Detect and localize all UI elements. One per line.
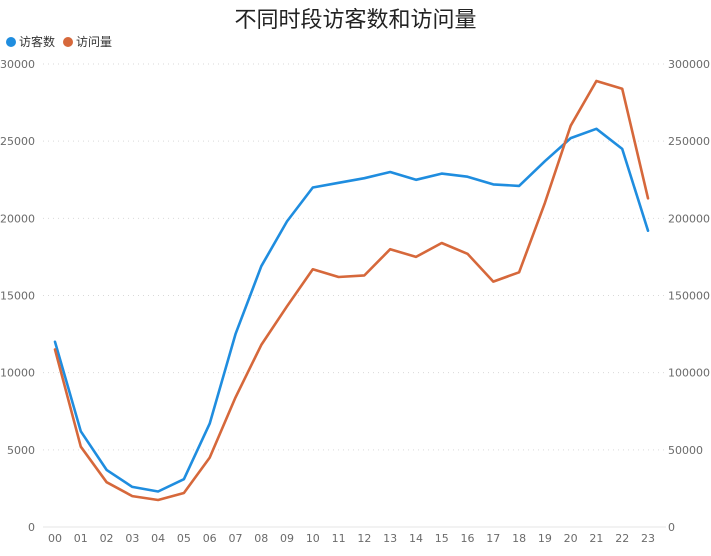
chart-title: 不同时段访客数和访问量 <box>234 8 477 33</box>
x-tick-label: 23 <box>641 532 655 545</box>
x-tick-label: 08 <box>254 532 268 545</box>
y-left-tick-label: 20000 <box>0 212 35 225</box>
series-line-visitors[interactable] <box>53 127 650 493</box>
y-left-tick-label: 15000 <box>0 290 35 303</box>
y-right-tick-label: 300000 <box>668 58 710 71</box>
y-right-tick-label: 100000 <box>668 367 710 380</box>
y-left-tick-label: 5000 <box>7 444 35 457</box>
x-tick-label: 04 <box>151 532 165 545</box>
y-left-tick-label: 30000 <box>0 58 35 71</box>
y-right-tick-label: 200000 <box>668 212 710 225</box>
x-tick-label: 09 <box>280 532 294 545</box>
x-tick-label: 14 <box>409 532 423 545</box>
x-tick-label: 07 <box>228 532 242 545</box>
y-right-tick-label: 250000 <box>668 135 710 148</box>
x-tick-label: 02 <box>100 532 114 545</box>
series-line-visits[interactable] <box>53 79 650 502</box>
y-right-tick-label: 0 <box>668 521 675 534</box>
legend-item-visits[interactable]: 访问量 <box>63 33 112 50</box>
x-tick-label: 05 <box>177 532 191 545</box>
legend-label-visits: 访问量 <box>76 35 113 49</box>
y-left-tick-label: 25000 <box>0 135 35 148</box>
x-tick-label: 17 <box>486 532 500 545</box>
x-tick-label: 12 <box>357 532 371 545</box>
legend-marker-visitors <box>6 36 16 47</box>
y-right-tick-label: 50000 <box>668 444 703 457</box>
legend-label-visitors: 访客数 <box>19 35 56 49</box>
x-tick-label: 20 <box>564 532 578 545</box>
x-tick-label: 10 <box>306 532 320 545</box>
y-right-tick-label: 150000 <box>668 290 710 303</box>
x-tick-label: 19 <box>538 532 552 545</box>
chart-legend: 访客数 访问量 <box>6 33 112 50</box>
x-tick-label: 01 <box>74 532 88 545</box>
legend-marker-visits <box>63 36 74 47</box>
x-tick-label: 16 <box>461 532 475 545</box>
x-tick-label: 00 <box>48 532 62 545</box>
x-tick-label: 06 <box>203 532 217 545</box>
x-tick-label: 03 <box>125 532 139 545</box>
y-left-tick-label: 0 <box>28 521 35 534</box>
x-tick-label: 13 <box>383 532 397 545</box>
x-tick-label: 22 <box>615 532 629 545</box>
y-left-tick-label: 10000 <box>0 367 35 380</box>
x-tick-label: 18 <box>512 532 526 545</box>
x-tick-label: 15 <box>435 532 449 545</box>
legend-item-visitors[interactable]: 访客数 <box>6 33 55 50</box>
x-tick-label: 21 <box>589 532 603 545</box>
x-tick-label: 11 <box>332 532 346 545</box>
